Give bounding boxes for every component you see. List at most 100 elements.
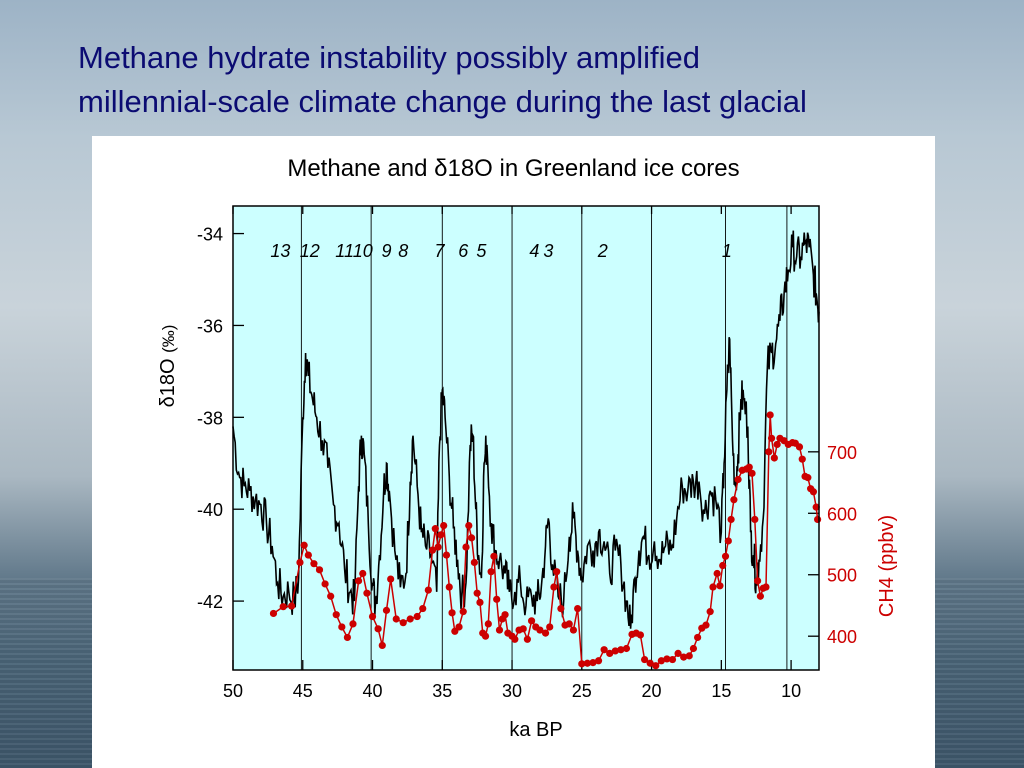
ch4-point-69 — [565, 620, 573, 628]
interstadial-label-6: 7 — [434, 241, 445, 261]
interstadial-label-3: 10 — [353, 241, 373, 261]
interstadial-label-7: 6 — [458, 241, 469, 261]
ch4-point-58 — [519, 625, 527, 633]
chart-title: Methane and δ18O in Greenland ice cores — [287, 155, 740, 182]
ch4-point-110 — [748, 469, 756, 477]
ch4-point-43 — [473, 589, 481, 597]
ch4-point-101 — [719, 561, 727, 570]
ch4-point-7 — [315, 566, 324, 574]
ch4-point-56 — [511, 635, 519, 643]
interstadial-label-9: 4 — [529, 241, 539, 261]
d18o-tick-label-2: -38 — [197, 408, 223, 428]
ch4-point-103 — [724, 537, 732, 545]
d18o-series-line — [232, 230, 820, 629]
ch4-point-94 — [694, 633, 702, 642]
ch4-point-11 — [338, 623, 346, 631]
ch4-point-32 — [440, 521, 448, 530]
x-tick-label-6: 20 — [642, 681, 662, 701]
d18o-axis-label: δ18O (‰) — [157, 325, 179, 408]
ch4-point-104 — [727, 515, 735, 524]
ch4-point-73 — [583, 659, 591, 667]
x-tick-label-3: 35 — [432, 681, 452, 701]
ch4-point-72 — [578, 660, 586, 668]
ch4-point-126 — [795, 443, 804, 451]
ch4-point-90 — [674, 649, 682, 658]
svg-text:δ18O (‰): δ18O (‰) — [157, 325, 179, 408]
interstadial-label-5: 8 — [398, 241, 408, 261]
d18o-tick-label-0: -34 — [197, 225, 223, 245]
ch4-point-92 — [685, 652, 693, 660]
ch4-point-100 — [716, 582, 724, 590]
ch4-point-15 — [359, 569, 367, 578]
ch4-tick-label-1: 500 — [827, 566, 857, 586]
interstadial-label-11: 2 — [597, 241, 608, 261]
ch4-point-106 — [734, 475, 742, 484]
ch4-point-77 — [606, 649, 614, 658]
ch4-tick-label-0: 400 — [827, 627, 857, 647]
ch4-point-40 — [465, 521, 473, 530]
ch4-point-12 — [343, 633, 352, 642]
d18o-tick-label-4: -42 — [197, 592, 223, 612]
ch4-point-23 — [399, 619, 407, 627]
ch4-point-3 — [296, 558, 304, 567]
ch4-point-25 — [413, 612, 421, 621]
ch4-point-59 — [523, 635, 531, 643]
interstadial-label-10: 3 — [543, 241, 553, 261]
ch4-point-65 — [550, 583, 558, 591]
ch4-point-16 — [363, 589, 371, 597]
ch4-point-48 — [487, 568, 495, 576]
ch4-point-30 — [434, 543, 442, 551]
slide-title: Methane hydrate instability possibly amp… — [78, 36, 1018, 124]
ch4-point-5 — [304, 551, 312, 559]
ch4-point-112 — [754, 577, 762, 585]
interstadial-label-0: 13 — [270, 241, 290, 261]
ch4-point-113 — [756, 592, 765, 600]
ch4-point-67 — [557, 604, 565, 613]
ch4-point-41 — [467, 534, 476, 542]
interstadial-label-12: 1 — [722, 241, 732, 261]
ch4-point-8 — [321, 580, 329, 588]
ch4-point-63 — [541, 629, 550, 637]
ch4-point-80 — [622, 644, 631, 653]
ch4-point-78 — [611, 647, 619, 655]
ch4-point-97 — [706, 608, 714, 616]
ch4-point-84 — [640, 655, 649, 664]
ch4-point-37 — [455, 623, 463, 631]
ch4-point-87 — [657, 657, 665, 665]
ch4-point-6 — [310, 560, 318, 568]
ch4-point-49 — [490, 552, 498, 560]
ch4-point-13 — [349, 620, 357, 628]
ch4-tick-label-3: 700 — [827, 443, 857, 463]
ch4-point-0 — [269, 609, 278, 618]
ch4-point-26 — [419, 604, 427, 613]
x-tick-label-4: 30 — [502, 681, 522, 701]
ch4-axis-label-text: CH4 (ppbv) — [876, 515, 898, 617]
ch4-point-129 — [804, 474, 812, 482]
d18o-axis-label-main: δ18O — [157, 358, 179, 407]
ch4-point-21 — [387, 575, 395, 583]
ch4-point-47 — [484, 620, 492, 628]
x-tick-label-7: 15 — [711, 681, 731, 701]
ch4-point-117 — [766, 411, 774, 419]
ch4-point-44 — [476, 598, 484, 606]
ch4-point-89 — [668, 655, 677, 664]
ch4-point-42 — [470, 558, 478, 567]
ch4-point-20 — [382, 606, 391, 614]
ch4-point-71 — [574, 604, 582, 613]
ch4-point-50 — [493, 595, 501, 603]
ch4-point-35 — [448, 609, 456, 617]
x-tick-label-2: 40 — [363, 681, 383, 701]
slide-title-line2: millennial-scale climate change during t… — [78, 84, 807, 119]
ch4-point-17 — [368, 612, 377, 621]
d18o-axis-label-unit: (‰) — [159, 325, 178, 353]
ch4-point-46 — [481, 632, 490, 640]
ch4-point-51 — [495, 626, 504, 634]
ch4-point-115 — [762, 583, 770, 591]
ch4-point-98 — [709, 583, 717, 591]
interstadial-label-8: 5 — [476, 241, 487, 261]
ch4-point-79 — [617, 646, 625, 654]
ch4-point-33 — [442, 551, 451, 559]
ch4-tick-label-2: 600 — [827, 504, 857, 524]
ch4-point-96 — [702, 621, 710, 629]
ch4-point-27 — [424, 586, 432, 594]
